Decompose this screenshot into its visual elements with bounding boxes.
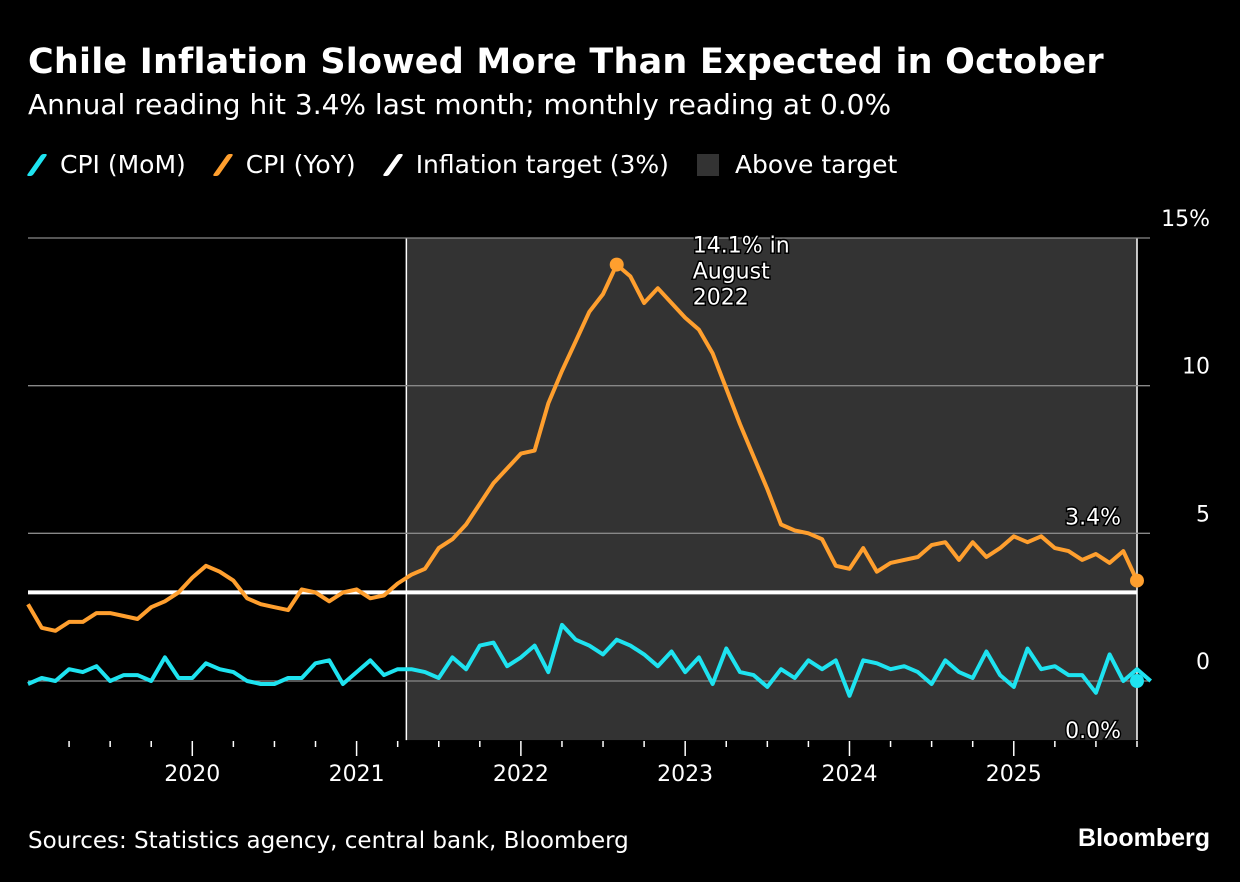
series-line-yoy (26, 262, 1139, 633)
annotation-label: 0.0% (1065, 719, 1121, 744)
series-line-mom (27, 622, 1153, 698)
chart-title: Chile Inflation Slowed More Than Expecte… (28, 42, 1104, 82)
y-tick-label: 15% (1161, 207, 1210, 232)
y-tick-label: 0 (1196, 650, 1210, 675)
source-note: Sources: Statistics agency, central bank… (28, 828, 629, 854)
annotation-point (1130, 573, 1144, 588)
above-target-region (406, 238, 1137, 741)
legend-item-yoy: CPI (YoY) (212, 150, 356, 179)
x-tick-label: 2020 (164, 762, 220, 787)
legend-item-above-target: Above target (696, 150, 898, 179)
annotation-label: August (693, 260, 770, 285)
legend: CPI (MoM) CPI (YoY) Inflation target (3%… (26, 150, 925, 179)
chart-subtitle: Annual reading hit 3.4% last month; mont… (28, 88, 892, 121)
legend-item-target: Inflation target (3%) (381, 150, 669, 179)
annotation-label: 14.1% in (693, 234, 790, 259)
legend-swatch-above-target (696, 153, 719, 176)
legend-label-target: Inflation target (3%) (415, 150, 669, 179)
annotation-point (609, 257, 624, 272)
x-tick-label: 2022 (493, 762, 549, 787)
legend-label-above-target: Above target (734, 150, 898, 179)
legend-item-mom: CPI (MoM) (26, 150, 186, 179)
x-tick-label: 2021 (329, 762, 385, 787)
annotation-label: 3.4% (1065, 506, 1121, 531)
x-tick-label: 2023 (657, 762, 713, 787)
x-tick-label: 2025 (986, 762, 1042, 787)
annotation-label: 2022 (693, 286, 749, 311)
legend-label-mom: CPI (MoM) (60, 150, 186, 179)
x-tick-label: 2024 (821, 762, 877, 787)
bloomberg-logo: Bloomberg (1078, 824, 1210, 852)
y-tick-label: 10 (1182, 355, 1210, 380)
annotation-point (1130, 674, 1144, 688)
y-tick-label: 5 (1196, 502, 1210, 527)
legend-label-yoy: CPI (YoY) (245, 150, 356, 179)
